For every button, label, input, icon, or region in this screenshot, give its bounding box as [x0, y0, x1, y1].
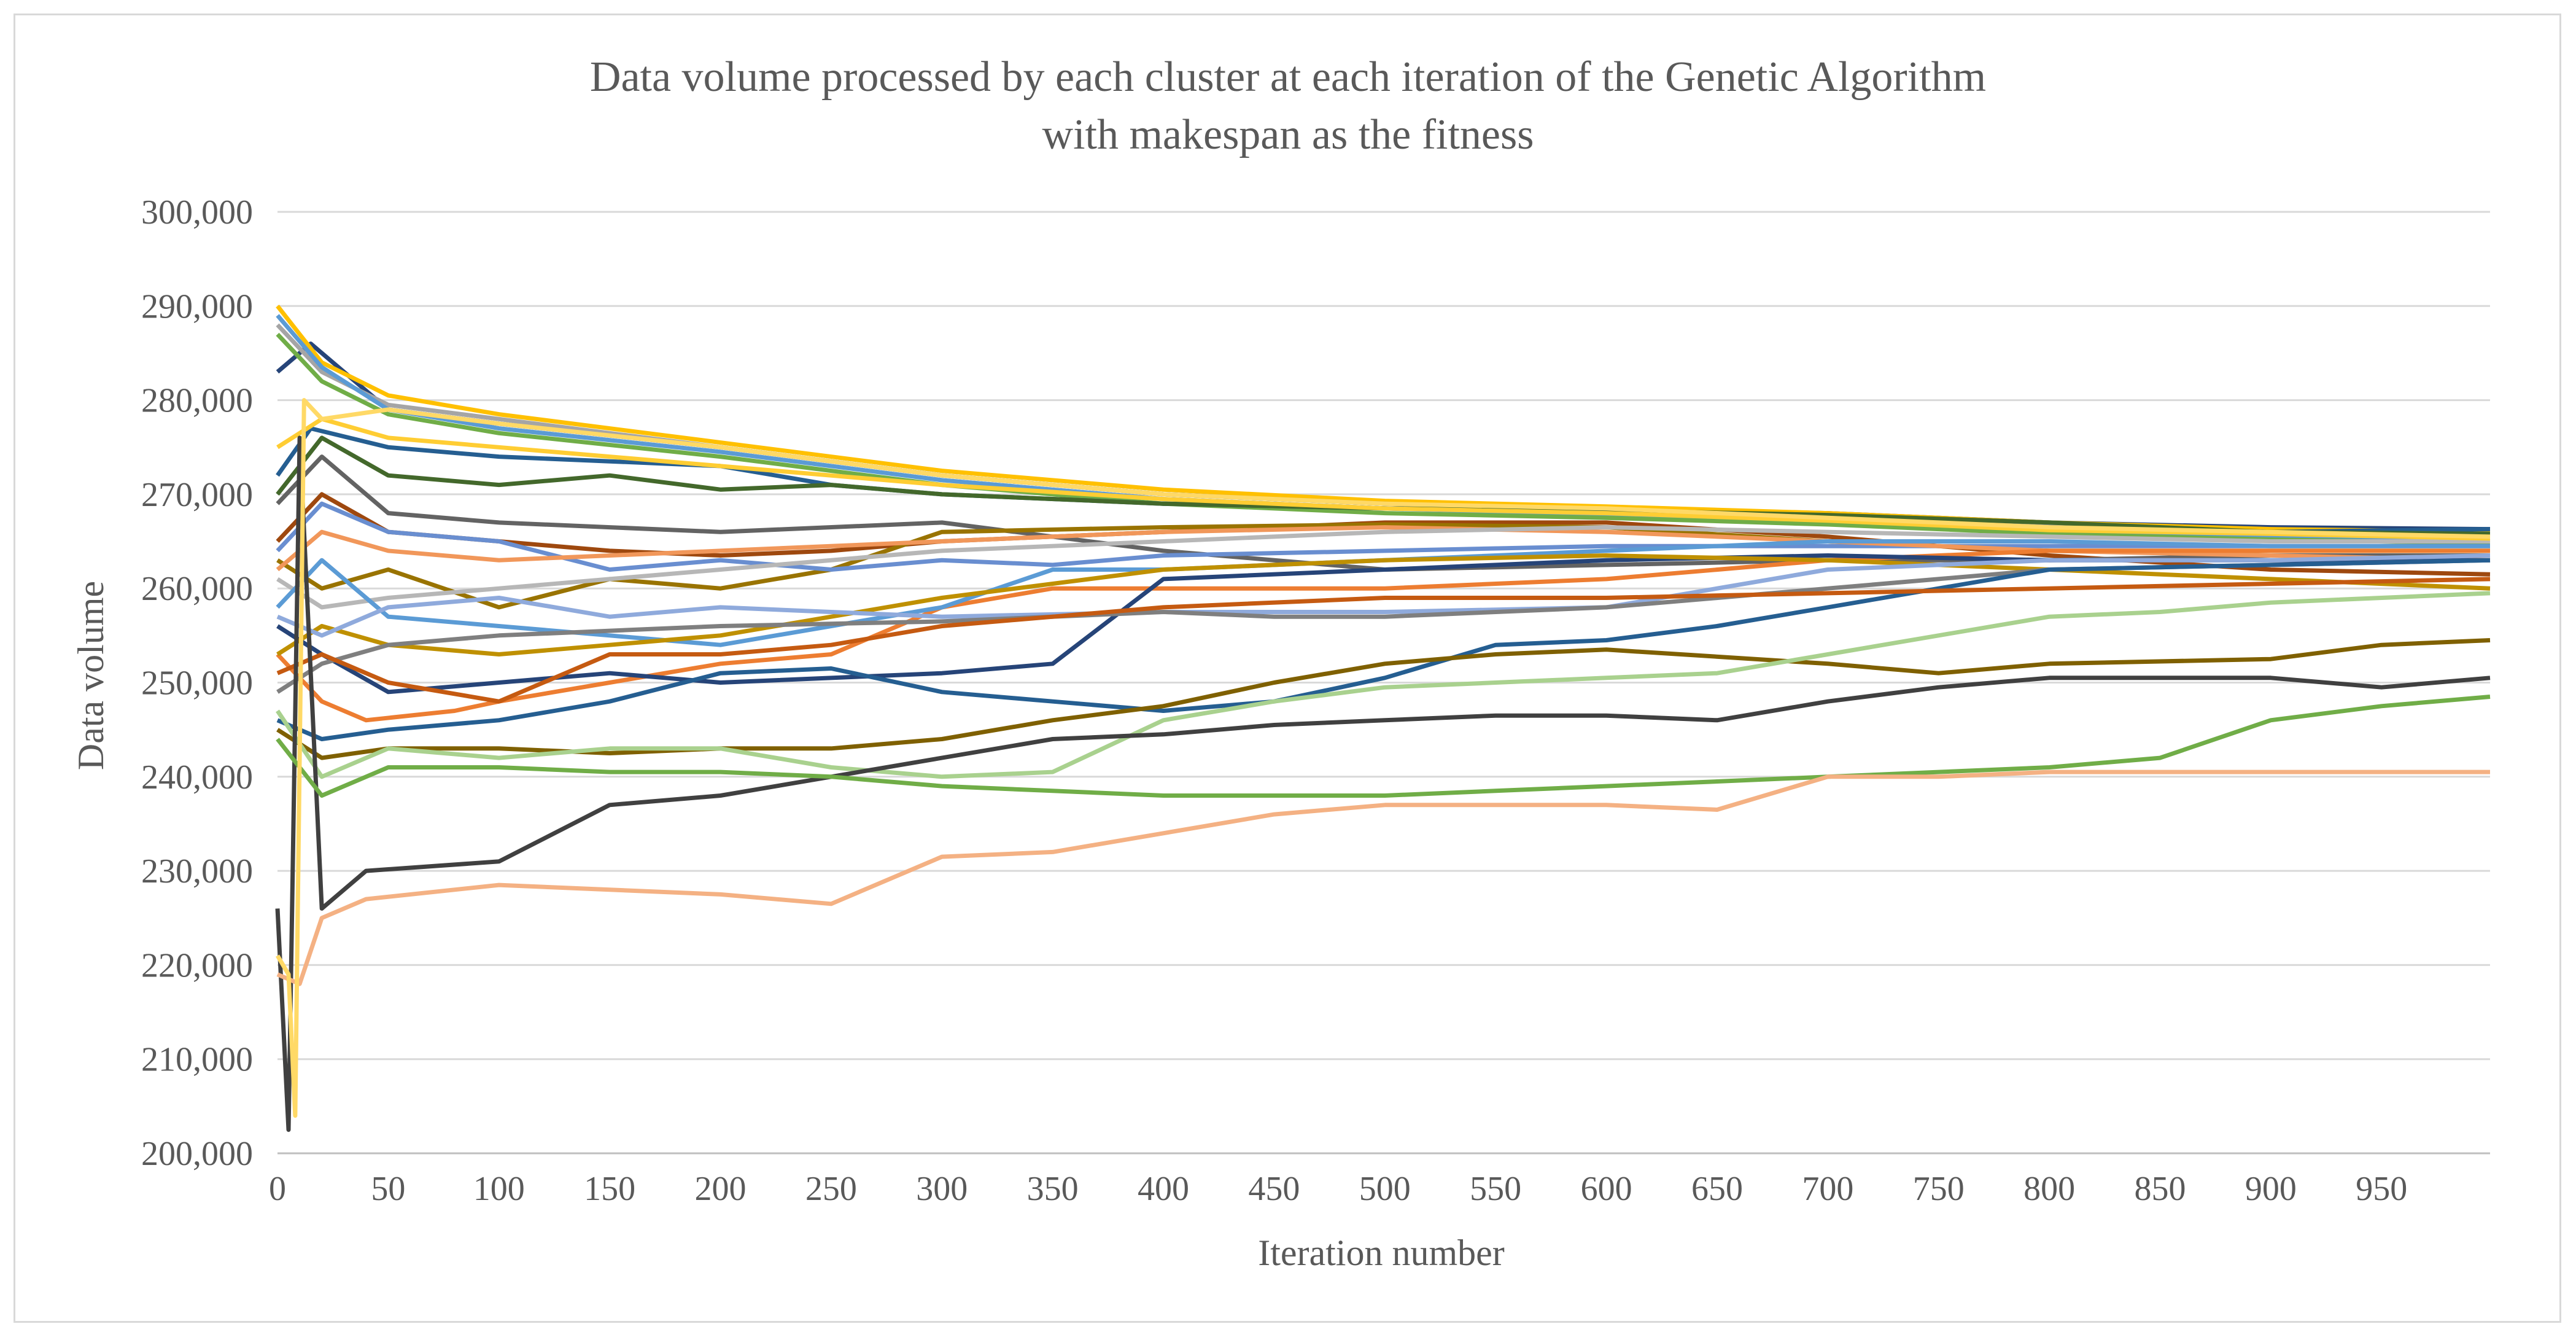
series-line-cluster-13	[276, 525, 2490, 610]
y-tick-label: 240,000	[141, 758, 253, 797]
chart-frame	[14, 14, 2561, 1323]
x-tick-label: 450	[1248, 1170, 1300, 1208]
x-tick-label: 900	[2245, 1170, 2297, 1208]
series-line-cluster-23	[276, 638, 2491, 760]
y-tick-label: 280,000	[141, 382, 253, 420]
x-tick-label: 200	[695, 1170, 747, 1208]
series-line-cluster-22	[276, 577, 2491, 704]
y-tick-label: 250,000	[141, 664, 253, 703]
series-line-cluster-02	[276, 305, 2491, 534]
y-tick-label: 230,000	[141, 852, 253, 890]
y-axis-label: Data volume	[71, 581, 111, 770]
x-tick-label: 650	[1691, 1170, 1743, 1208]
series-line-cluster-18	[276, 553, 2491, 656]
y-tick-label: 300,000	[141, 193, 253, 232]
series-line-cluster-20	[276, 558, 2491, 694]
x-axis: 0 50 100 150 200 250 300 350 400 450 500 550 600 650 7…	[269, 1152, 2490, 1208]
x-tick-label: 750	[1913, 1170, 1965, 1208]
series-line-cluster-10	[276, 435, 2491, 536]
series-line-cluster-27	[276, 769, 2490, 986]
chart-title-line-1: Data volume processed by each cluster at…	[590, 53, 1986, 101]
y-tick-label: 200,000	[141, 1135, 253, 1173]
series-line-cluster-24	[276, 591, 2491, 779]
series-line-cluster-14	[276, 416, 2491, 541]
x-tick-label: 250	[805, 1170, 857, 1208]
x-tick-label: 300	[916, 1170, 968, 1208]
x-tick-label: 850	[2134, 1170, 2186, 1208]
series-line-cluster-26	[276, 695, 2491, 798]
chart-title-line-2: with makespan as the fitness	[1042, 111, 1534, 158]
x-tick-label: 350	[1027, 1170, 1079, 1208]
y-tick-label: 220,000	[141, 946, 253, 984]
x-tick-label: 100	[473, 1170, 525, 1208]
series-line-cluster-16	[276, 539, 2490, 647]
series-line-cluster-21	[276, 558, 2491, 741]
x-tick-label: 600	[1581, 1170, 1632, 1208]
y-tick-label: 290,000	[141, 287, 253, 325]
x-tick-label: 150	[584, 1170, 635, 1208]
series-line-cluster-25	[275, 435, 2491, 1132]
x-tick-label: 50	[371, 1170, 405, 1208]
x-axis-label: Iteration number	[1258, 1233, 1505, 1273]
series-line-cluster-19	[276, 553, 2491, 638]
y-axis: 200,000 210,000 220,000 230,000 240,000 250,0…	[141, 193, 253, 1173]
x-tick-label: 550	[1470, 1170, 1521, 1208]
x-tick-label: 700	[1802, 1170, 1853, 1208]
y-tick-label: 260,000	[141, 570, 253, 608]
y-tick-label: 270,000	[141, 476, 253, 514]
x-tick-label: 0	[269, 1170, 286, 1208]
y-tick-label: 210,000	[141, 1041, 253, 1079]
series-line-cluster-28	[275, 398, 2491, 1118]
x-tick-label: 400	[1138, 1170, 1189, 1208]
series-lines	[275, 305, 2491, 1132]
x-tick-label: 950	[2356, 1170, 2407, 1208]
x-tick-label: 500	[1359, 1170, 1411, 1208]
x-tick-label: 800	[2023, 1170, 2075, 1208]
